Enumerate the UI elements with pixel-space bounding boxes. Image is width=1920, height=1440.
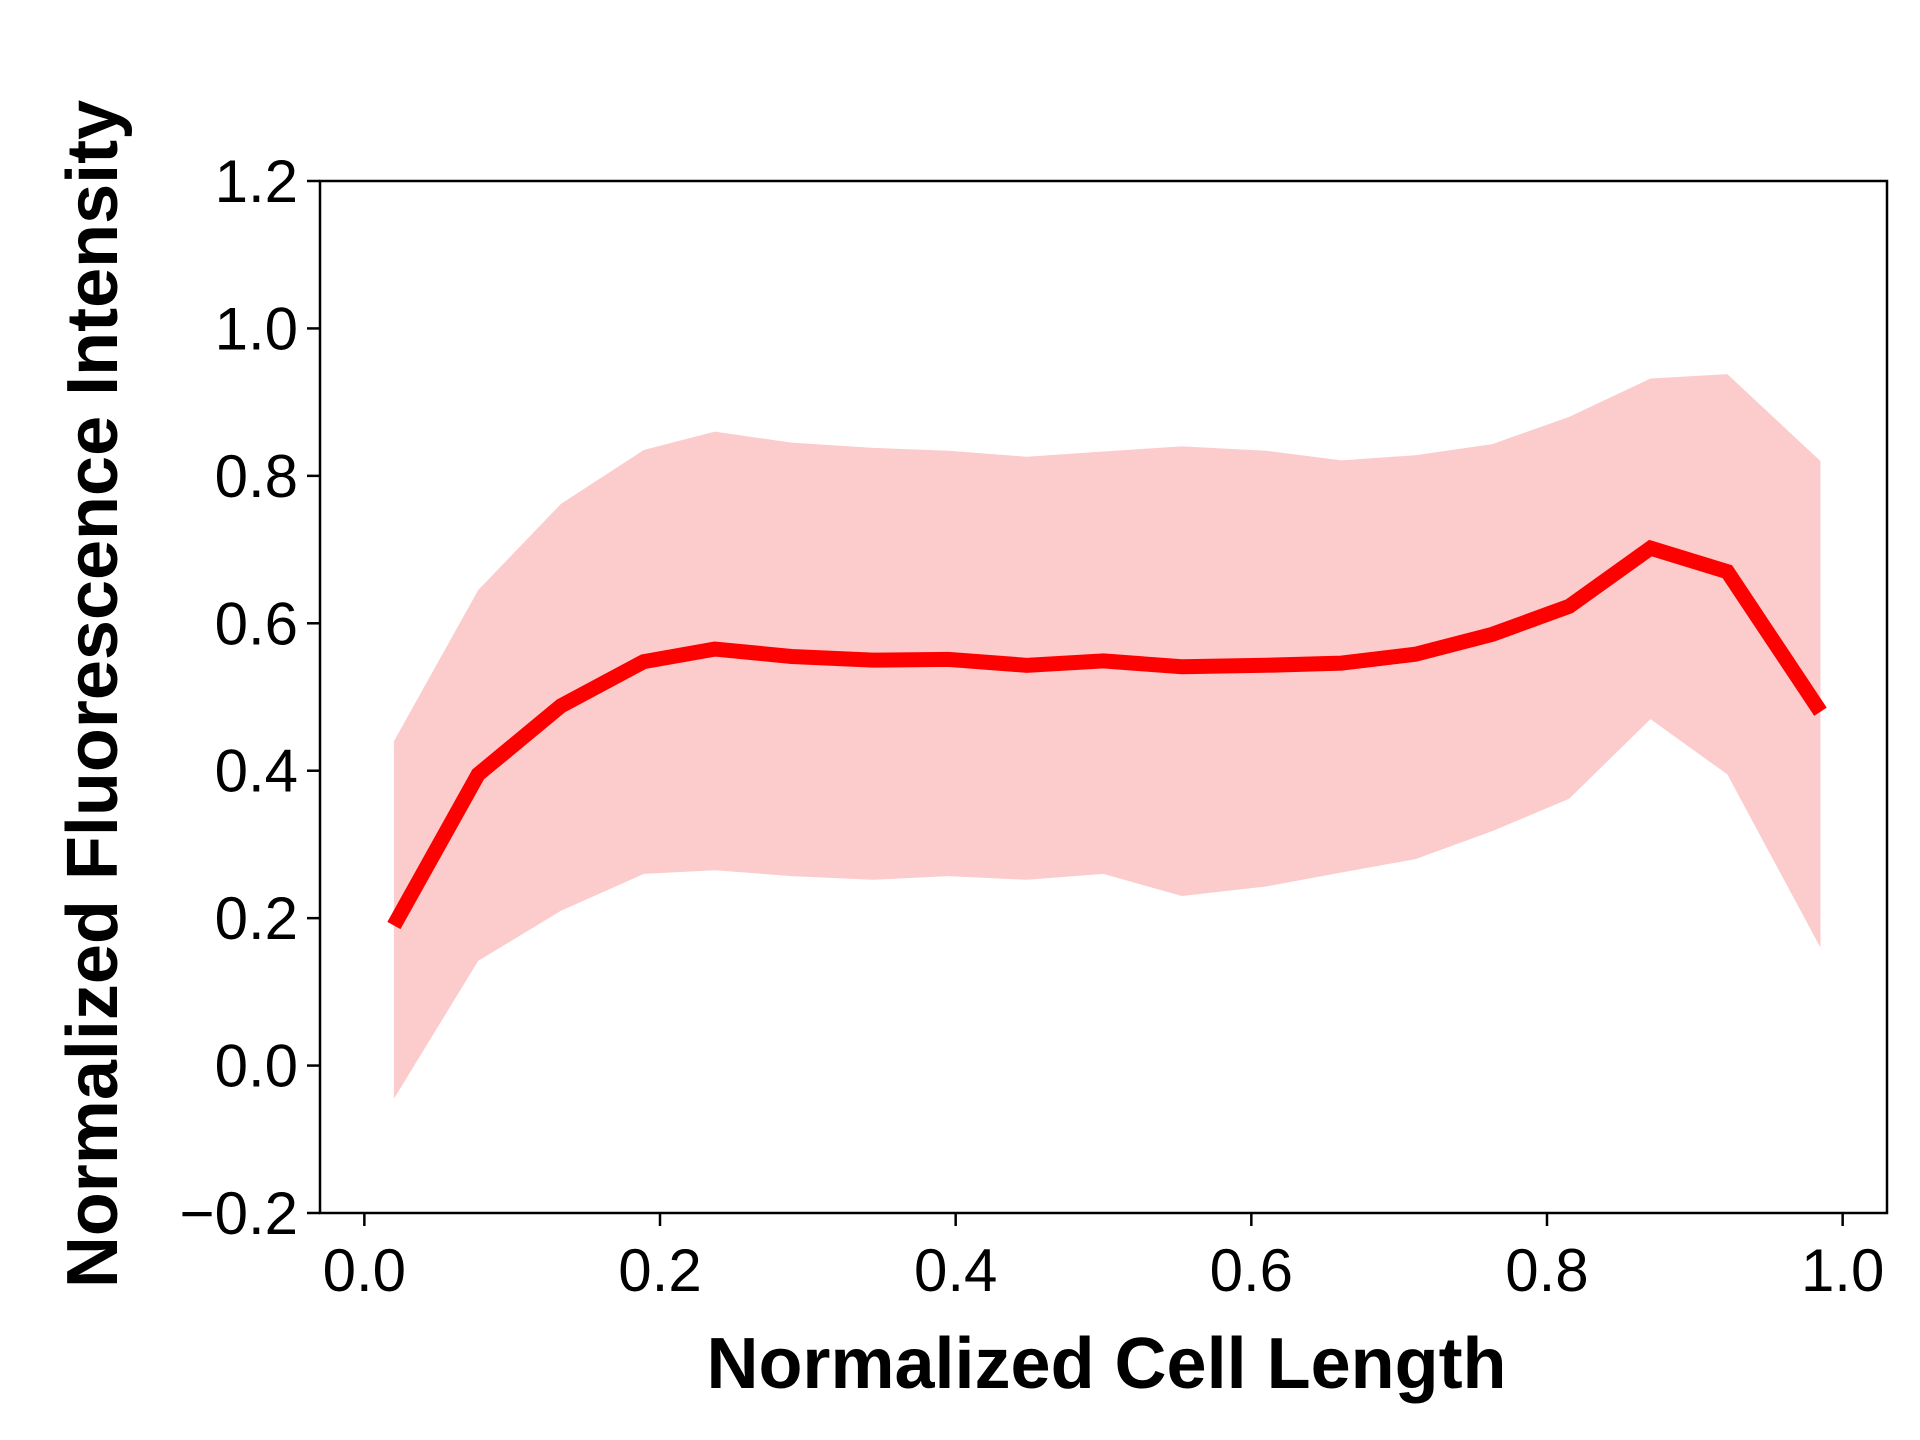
x-tick-label: 0.4	[914, 1237, 997, 1304]
x-axis-ticks: 0.0 0.2 0.4 0.6 0.8 1.0	[323, 1213, 1884, 1304]
y-tick-label: 0.8	[215, 443, 298, 510]
x-tick-label: 0.8	[1505, 1237, 1588, 1304]
y-tick-label: 1.0	[215, 295, 298, 362]
y-tick-label: −0.2	[180, 1180, 298, 1247]
y-tick-label: 0.6	[215, 590, 298, 657]
mean-line-layer	[387, 539, 1827, 930]
confidence-band-layer	[393, 374, 1821, 1099]
x-tick-label: 1.0	[1801, 1237, 1884, 1304]
x-tick-label: 0.0	[323, 1237, 406, 1304]
y-axis-ticks: −0.2 0.0 0.2 0.4 0.6 0.8 1.0 1.2	[180, 148, 320, 1247]
std-band	[393, 374, 1821, 1099]
plot-frame	[318, 179, 1889, 1215]
x-tick-label: 0.6	[1210, 1237, 1293, 1304]
y-tick-label: 0.2	[215, 885, 298, 952]
y-tick-label: 0.0	[215, 1033, 298, 1100]
y-tick-label: 1.2	[215, 148, 298, 215]
y-tick-label: 0.4	[215, 738, 298, 805]
x-tick-label: 0.2	[618, 1237, 701, 1304]
x-axis-label: Normalized Cell Length	[706, 1324, 1506, 1404]
mean-intensity-line	[387, 539, 1827, 930]
y-axis-label: Normalized Fluorescence Intensity	[53, 100, 133, 1288]
